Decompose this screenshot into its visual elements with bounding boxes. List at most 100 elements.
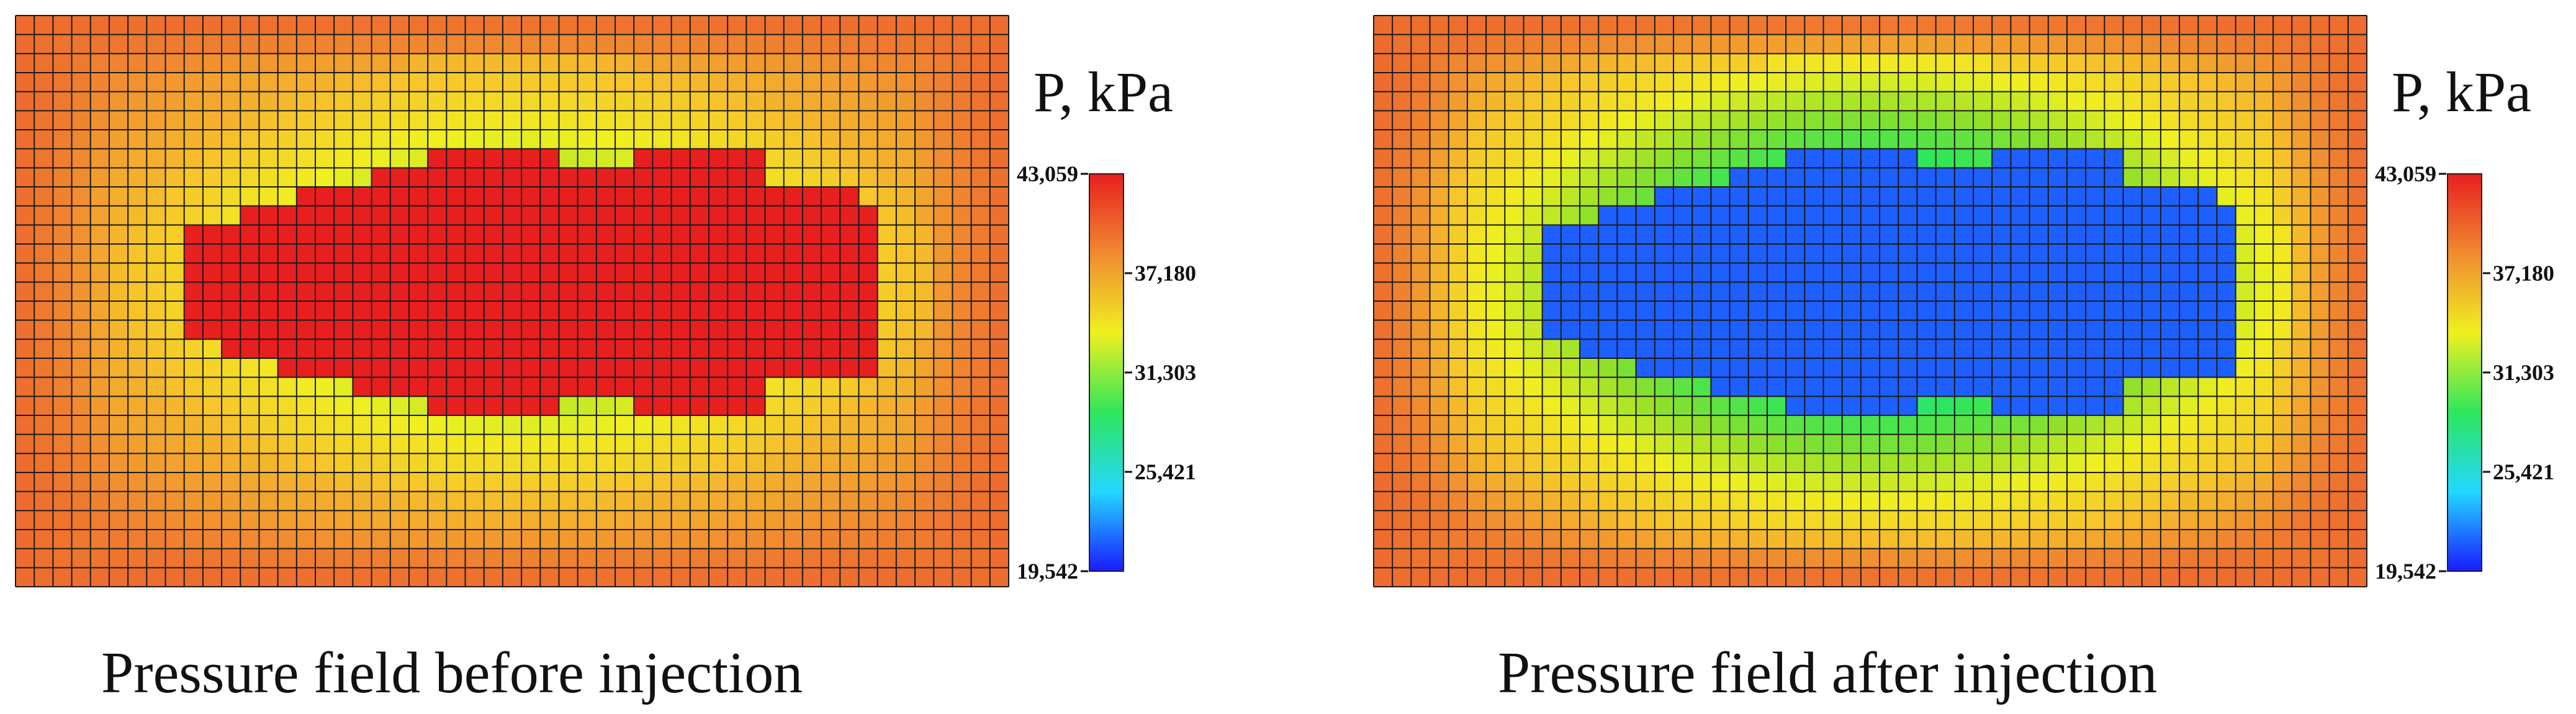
field-cell — [2123, 472, 2143, 492]
field-cell — [71, 263, 91, 282]
field-cell — [408, 339, 428, 359]
field-cell — [821, 111, 840, 130]
field-cell — [671, 339, 691, 359]
field-cell — [671, 282, 691, 302]
field-cell — [971, 510, 991, 530]
field-cell — [1729, 434, 1749, 454]
field-cell — [2048, 34, 2068, 54]
field-cell — [1954, 530, 1974, 549]
field-cell — [259, 320, 279, 340]
field-cell — [2011, 263, 2030, 282]
field-cell — [2179, 148, 2199, 168]
field-cell — [1860, 34, 1880, 54]
field-cell — [1448, 339, 1468, 359]
field-cell — [1430, 301, 1449, 321]
field-cell — [2292, 148, 2312, 168]
field-cell — [2141, 130, 2161, 150]
field-cell — [671, 73, 691, 93]
field-cell — [2141, 453, 2161, 473]
field-cell — [971, 320, 991, 340]
field-cell — [2160, 225, 2180, 245]
field-cell — [652, 73, 672, 93]
field-cell — [1654, 434, 1674, 454]
field-cell — [222, 206, 241, 225]
field-cell — [2198, 453, 2218, 473]
field-cell — [1880, 225, 1899, 245]
field-cell — [821, 148, 840, 168]
field-cell — [2235, 34, 2255, 54]
field-cell — [652, 396, 672, 416]
field-cell — [1430, 530, 1449, 549]
field-cell — [1654, 187, 1674, 207]
field-cell — [2160, 301, 2180, 321]
field-cell — [259, 472, 279, 492]
field-cell — [1880, 491, 1899, 511]
field-cell — [202, 111, 222, 130]
field-cell — [1823, 244, 1843, 264]
field-cell — [334, 16, 353, 35]
field-cell — [2273, 263, 2292, 282]
field-cell — [2029, 130, 2049, 150]
field-cell — [971, 472, 991, 492]
field-cell — [1523, 320, 1543, 340]
field-cell — [296, 358, 316, 378]
field-cell — [390, 225, 410, 245]
field-cell — [71, 282, 91, 302]
field-cell — [971, 244, 991, 264]
field-cell — [1636, 530, 1655, 549]
field-cell — [765, 53, 785, 73]
field-cell — [334, 148, 353, 168]
field-cell — [277, 73, 297, 93]
field-cell — [1617, 453, 1637, 473]
field-cell — [596, 244, 616, 264]
field-cell — [1786, 225, 1805, 245]
field-cell — [1692, 530, 1711, 549]
field-cell — [596, 148, 616, 168]
field-cell — [1767, 53, 1786, 73]
field-cell — [671, 91, 691, 111]
field-cell — [1786, 130, 1805, 150]
field-cell — [2254, 453, 2274, 473]
field-cell — [2235, 358, 2255, 378]
field-cell — [222, 453, 241, 473]
field-cell — [1954, 491, 1974, 511]
field-cell — [915, 472, 934, 492]
field-cell — [1467, 225, 1487, 245]
field-cell — [71, 225, 91, 245]
field-cell — [521, 567, 541, 587]
field-cell — [1711, 168, 1731, 188]
field-cell — [877, 510, 897, 530]
field-cell — [1935, 510, 1955, 530]
unit-label-before: P, kPa — [1034, 60, 1173, 124]
field-cell — [1692, 282, 1711, 302]
field-cell — [240, 377, 260, 397]
field-cell — [2104, 282, 2124, 302]
colorbar-tick-label: 43,059 — [1017, 161, 1078, 186]
field-cell — [484, 53, 503, 73]
field-cell — [2198, 187, 2218, 207]
field-cell — [1580, 73, 1599, 93]
field-cell — [1767, 16, 1786, 35]
field-cell — [989, 282, 1009, 302]
field-cell — [53, 548, 73, 568]
field-cell — [2160, 263, 2180, 282]
panel-after: 43,059 37,180 31,303 25,421 19,542 P, kPa Pr… — [1358, 0, 2576, 714]
field-cell — [2179, 530, 2199, 549]
field-cell — [1804, 148, 1824, 168]
field-cell — [1374, 567, 1393, 587]
field-cell — [1654, 91, 1674, 111]
field-cell — [915, 130, 934, 150]
field-cell — [2011, 16, 2030, 35]
field-cell — [2235, 168, 2255, 188]
field-cell — [34, 263, 53, 282]
field-cell — [277, 358, 297, 378]
field-cell — [2217, 530, 2236, 549]
field-cell — [2029, 472, 2049, 492]
field-cell — [259, 206, 279, 225]
field-cell — [2292, 358, 2312, 378]
field-cell — [2198, 510, 2218, 530]
field-cell — [915, 320, 934, 340]
field-cell — [971, 567, 991, 587]
field-cell — [559, 34, 579, 54]
field-cell — [240, 73, 260, 93]
